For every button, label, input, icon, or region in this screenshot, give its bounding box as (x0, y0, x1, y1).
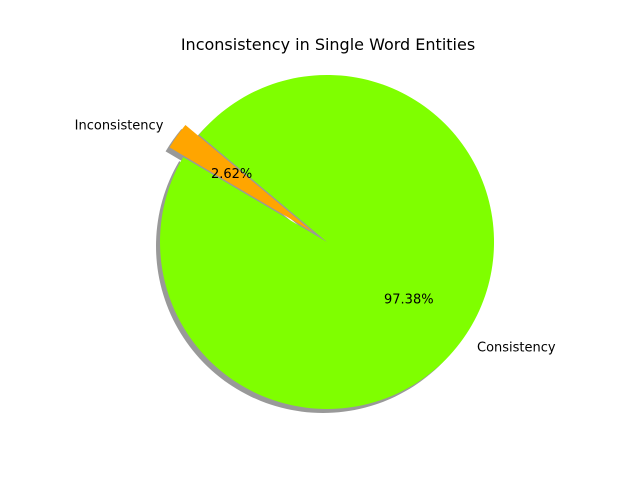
slice-label-consistency: Consistency (477, 341, 556, 356)
slice-layer (160, 74, 495, 409)
slice-inconsistency (169, 125, 314, 233)
chart-title: Inconsistency in Single Word Entities (181, 35, 475, 54)
pct-label-inconsistency: 2.62% (211, 167, 252, 182)
slice-label-inconsistency: Inconsistency (75, 119, 164, 134)
slice-consistency (160, 74, 495, 409)
label-layer: Inconsistency 2.62% Consistency 97.38% (75, 119, 556, 356)
pct-label-consistency: 97.38% (384, 292, 434, 307)
